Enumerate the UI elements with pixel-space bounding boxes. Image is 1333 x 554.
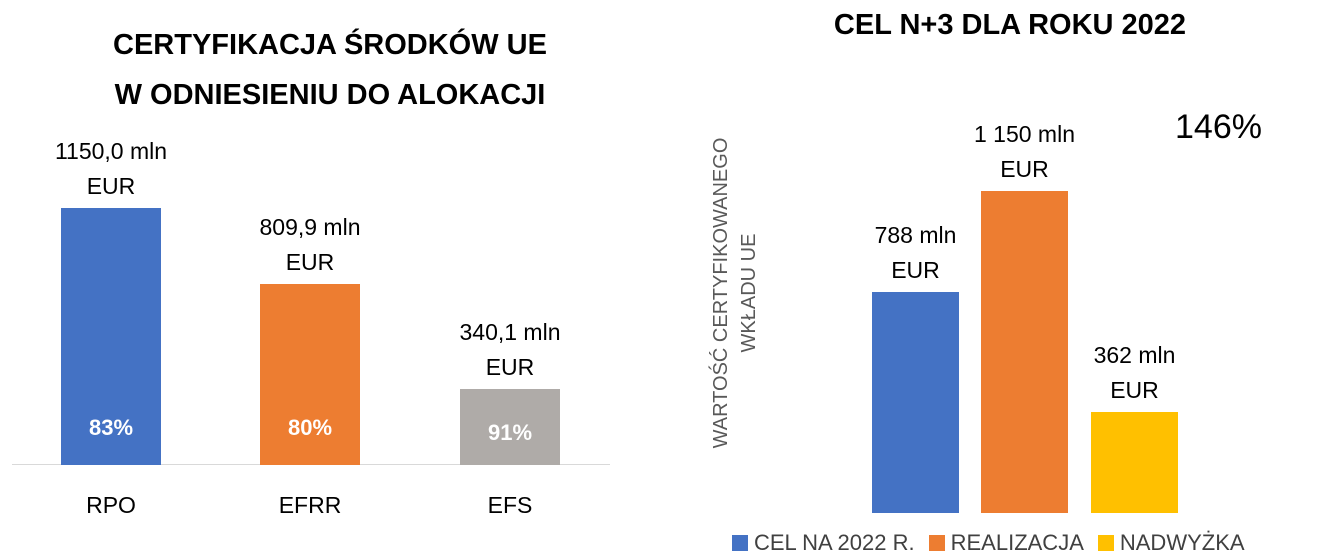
value-label: 340,1 mln EUR: [459, 318, 561, 380]
legend-swatch: [1097, 535, 1114, 551]
title-line: W ODNIESIENIU DO ALOKACJI: [114, 79, 546, 111]
legend-swatch: [732, 535, 748, 551]
value-label: 1150,0 mln EUR: [54, 137, 168, 199]
bar: [460, 388, 560, 465]
annotation: 146%: [1175, 108, 1262, 146]
title-line: CERTYFIKACJA ŚRODKÓW UE: [113, 29, 547, 61]
inner-label: 91%: [487, 420, 533, 445]
value-label: 788 mln EUR: [874, 222, 957, 284]
bar: [1091, 411, 1178, 513]
value-label: 362 mln EUR: [1093, 341, 1176, 403]
category-label: EFS: [487, 492, 533, 518]
value-label: 809,9 mln EUR: [259, 213, 361, 275]
chart-title: CERTYFIKACJA ŚRODKÓW UE W ODNIESIENIU DO…: [30, 20, 630, 120]
chart-title: CEL N+3 DLA ROKU 2022: [833, 9, 1187, 41]
inner-label: 80%: [287, 415, 333, 440]
bar: [872, 292, 959, 513]
y-axis-label: WARTOŚĆ CERTYFIKOWANEGO WKŁADU UE: [710, 137, 760, 449]
bar: [260, 283, 360, 465]
category-label: RPO: [86, 492, 136, 518]
legend: CEL NA 2022 R. REALIZACJA NADWYŻKA: [732, 530, 1332, 554]
category-label: EFRR: [278, 492, 342, 518]
legend-item: CEL NA 2022 R.: [732, 530, 915, 554]
bar: [61, 207, 161, 465]
legend-swatch: [928, 535, 945, 551]
legend-label: CEL NA 2022 R.: [754, 530, 915, 554]
value-label: 1 150 mln EUR: [973, 121, 1075, 182]
legend-item: NADWYŻKA: [1097, 530, 1245, 554]
legend-label: NADWYŻKA: [1119, 530, 1245, 554]
inner-label: 83%: [88, 415, 134, 440]
legend-label: REALIZACJA: [950, 530, 1084, 554]
bar: [981, 191, 1068, 513]
legend-item: REALIZACJA: [928, 530, 1084, 554]
